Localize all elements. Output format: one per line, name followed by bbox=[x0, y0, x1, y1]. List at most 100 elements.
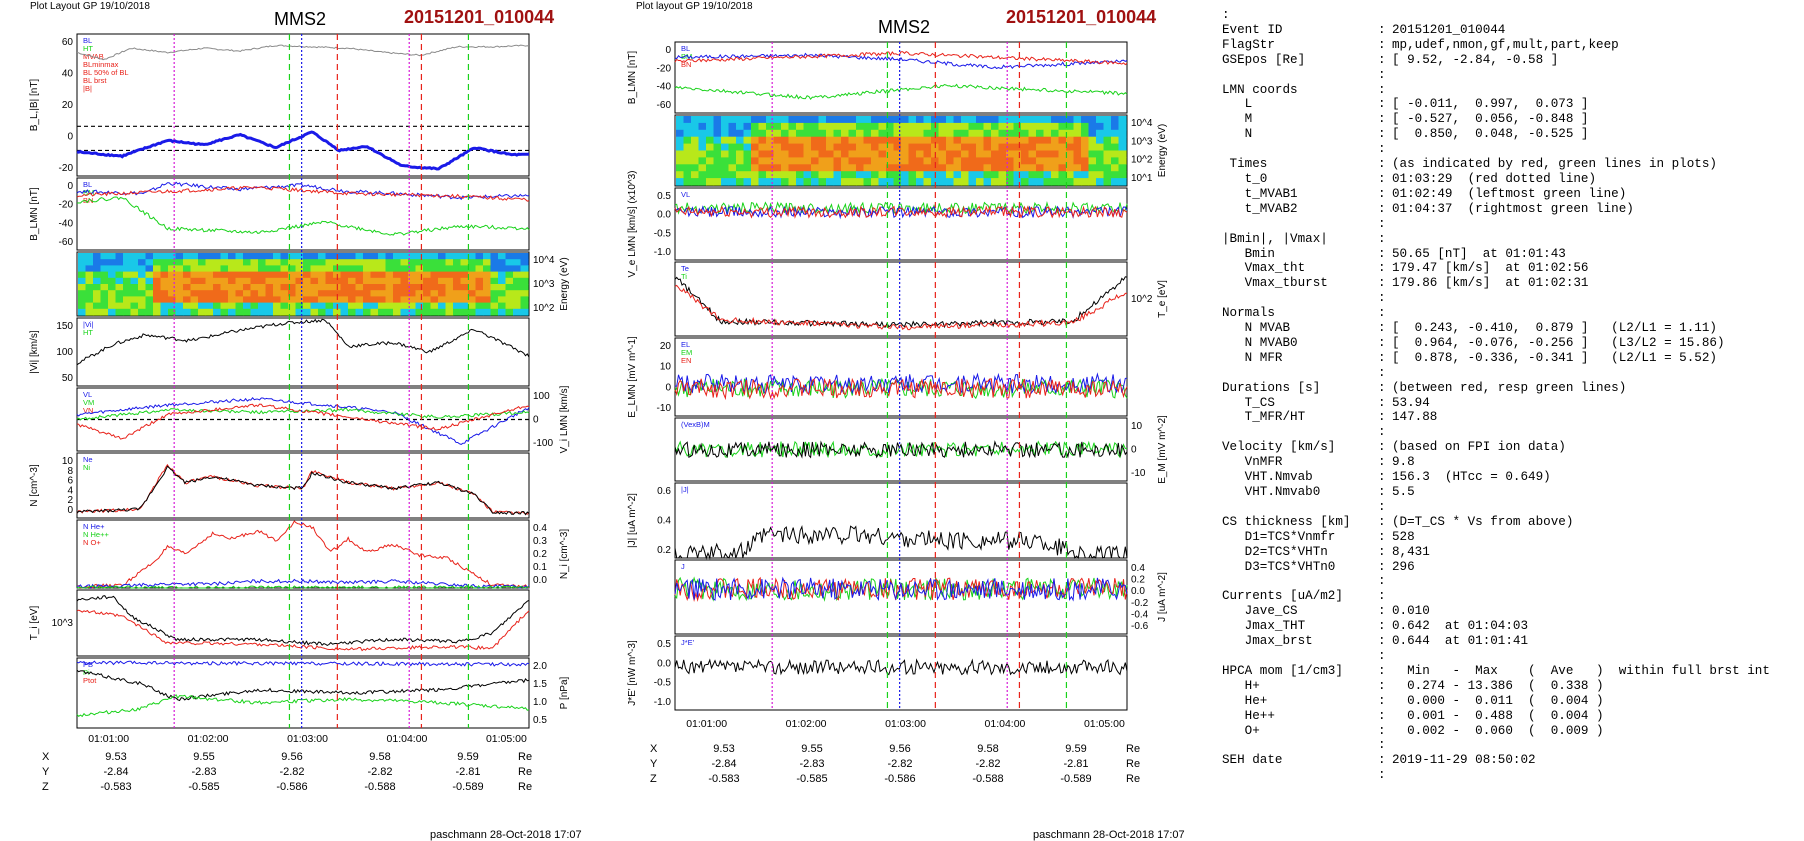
spectrogram-cell bbox=[78, 290, 87, 297]
spectrogram-cell bbox=[408, 277, 417, 285]
spectrogram-cell bbox=[1013, 122, 1022, 131]
spectrogram-cell bbox=[1021, 178, 1030, 186]
time-tick-label: 01:04:00 bbox=[985, 718, 1026, 730]
spectrogram-cell bbox=[408, 302, 417, 310]
spectrogram-cell bbox=[721, 122, 730, 131]
spectrogram-cell bbox=[145, 296, 154, 304]
coord-value: -0.585 bbox=[796, 772, 828, 785]
spectrogram-cell bbox=[445, 253, 454, 260]
panel-frame bbox=[76, 317, 530, 387]
spectrogram-cell bbox=[78, 284, 87, 291]
spectrogram-cell bbox=[706, 171, 715, 179]
spectrogram-cell bbox=[85, 271, 94, 279]
spectrogram-cell bbox=[743, 116, 752, 124]
spectrogram-cell bbox=[205, 290, 214, 297]
y-tick-label: 20 bbox=[660, 341, 672, 352]
spectrogram-cell bbox=[175, 271, 184, 279]
spectrogram-cell bbox=[108, 265, 117, 273]
info-value: [ 9.52, -2.84, -0.58 ] bbox=[1392, 52, 1559, 67]
spectrogram-cell bbox=[946, 116, 955, 124]
spectrogram-cell bbox=[220, 259, 229, 266]
spectrogram-cell bbox=[766, 157, 775, 165]
spectrogram-cell bbox=[946, 171, 955, 179]
event-info-panel: : Event ID:20151201_010044 FlagStr: mp,udef… bbox=[1222, 8, 1792, 783]
info-key: Jmax_THT bbox=[1222, 619, 1306, 634]
info-colon: : bbox=[1378, 261, 1386, 276]
spectrogram-cell bbox=[923, 171, 932, 179]
spectrogram-cell bbox=[826, 136, 835, 145]
info-key: D3=TCS*VHTn0 bbox=[1222, 559, 1336, 574]
spectrogram-cell bbox=[773, 178, 782, 186]
spectrogram-cell bbox=[833, 136, 842, 145]
spectrogram-cell bbox=[796, 178, 805, 186]
info-line: VnMFR:9.8 bbox=[1222, 455, 1792, 470]
spectrogram-cell bbox=[93, 265, 102, 273]
spectrogram-cell bbox=[691, 136, 700, 145]
spectrogram-cell bbox=[1058, 122, 1067, 131]
spectrogram-cell bbox=[265, 290, 274, 297]
spectrogram-cell bbox=[1028, 171, 1037, 179]
y-tick-label: 10^3 bbox=[1131, 136, 1153, 147]
spectrogram-cell bbox=[400, 296, 409, 304]
spectrogram-cell bbox=[378, 284, 387, 291]
info-colon: : bbox=[1378, 321, 1386, 336]
info-line: : bbox=[1222, 68, 1792, 83]
spectrogram-cell bbox=[310, 253, 319, 260]
spectrogram-cell bbox=[1051, 178, 1060, 186]
spectrogram-cell bbox=[878, 122, 887, 131]
spectrogram-cell bbox=[713, 171, 722, 179]
legend-entry: VL bbox=[83, 390, 92, 399]
spectrogram-cell bbox=[355, 290, 364, 297]
spectrogram-cell bbox=[145, 302, 154, 310]
spectrogram-cell bbox=[123, 302, 132, 310]
series-te bbox=[76, 609, 530, 652]
info-key: N MVAB0 bbox=[1222, 335, 1298, 350]
spectrogram-cell bbox=[1006, 171, 1015, 179]
info-value: 156.3 (HTcc = 0.649) bbox=[1392, 470, 1551, 485]
info-key: D1=TCS*Vnmfr bbox=[1222, 529, 1336, 544]
info-key bbox=[1222, 574, 1378, 589]
spectrogram-cell bbox=[751, 171, 760, 179]
spectrogram-cell bbox=[445, 296, 454, 304]
coord-unit: Re bbox=[1126, 772, 1141, 785]
spectrogram-cell bbox=[355, 308, 364, 316]
spectrogram-cell bbox=[130, 290, 139, 297]
spectrogram-cell bbox=[826, 150, 835, 158]
spectrogram-cell bbox=[325, 271, 334, 279]
spectrogram-cell bbox=[108, 259, 117, 266]
spectrogram-cell bbox=[340, 302, 349, 310]
spectrogram-cell bbox=[130, 253, 139, 260]
spectrogram-cell bbox=[85, 259, 94, 266]
coord-unit: Re bbox=[518, 780, 533, 793]
spectrogram-cell bbox=[758, 164, 767, 172]
spectrogram-cell bbox=[468, 271, 477, 279]
spectrogram-cell bbox=[100, 277, 109, 285]
y-tick-label: 0 bbox=[665, 382, 671, 393]
spectrogram-cell bbox=[1006, 150, 1015, 158]
spectrogram-cell bbox=[998, 136, 1007, 145]
spectrogram-cell bbox=[220, 296, 229, 304]
legend-entry: BL bbox=[83, 36, 92, 45]
spectrogram-cell bbox=[445, 308, 454, 316]
spectrogram-cell bbox=[423, 259, 432, 266]
info-value: 53.94 bbox=[1392, 395, 1430, 410]
spectrogram-cell bbox=[871, 157, 880, 165]
info-line: : bbox=[1222, 738, 1792, 753]
spectrogram-cell bbox=[355, 265, 364, 273]
spectrogram-cell bbox=[123, 296, 132, 304]
spectrogram-cell bbox=[123, 290, 132, 297]
spectrogram-cell bbox=[743, 150, 752, 158]
legend-entry: Te bbox=[681, 264, 689, 273]
info-colon: : bbox=[1378, 768, 1386, 783]
spectrogram-cell bbox=[145, 284, 154, 291]
spectrogram-cell bbox=[385, 265, 394, 273]
spectrogram-cell bbox=[1006, 157, 1015, 165]
spectrogram-cell bbox=[796, 129, 805, 138]
spectrogram-cell bbox=[713, 164, 722, 172]
y-tick-label: 0.0 bbox=[657, 210, 671, 221]
info-line: FlagStr: mp,udef,nmon,gf,mult,part,keep bbox=[1222, 38, 1792, 53]
spectrogram-cell bbox=[796, 157, 805, 165]
coord-label: Y bbox=[42, 765, 50, 778]
spectrogram-cell bbox=[1096, 178, 1105, 186]
spectrogram-cell bbox=[938, 116, 947, 124]
